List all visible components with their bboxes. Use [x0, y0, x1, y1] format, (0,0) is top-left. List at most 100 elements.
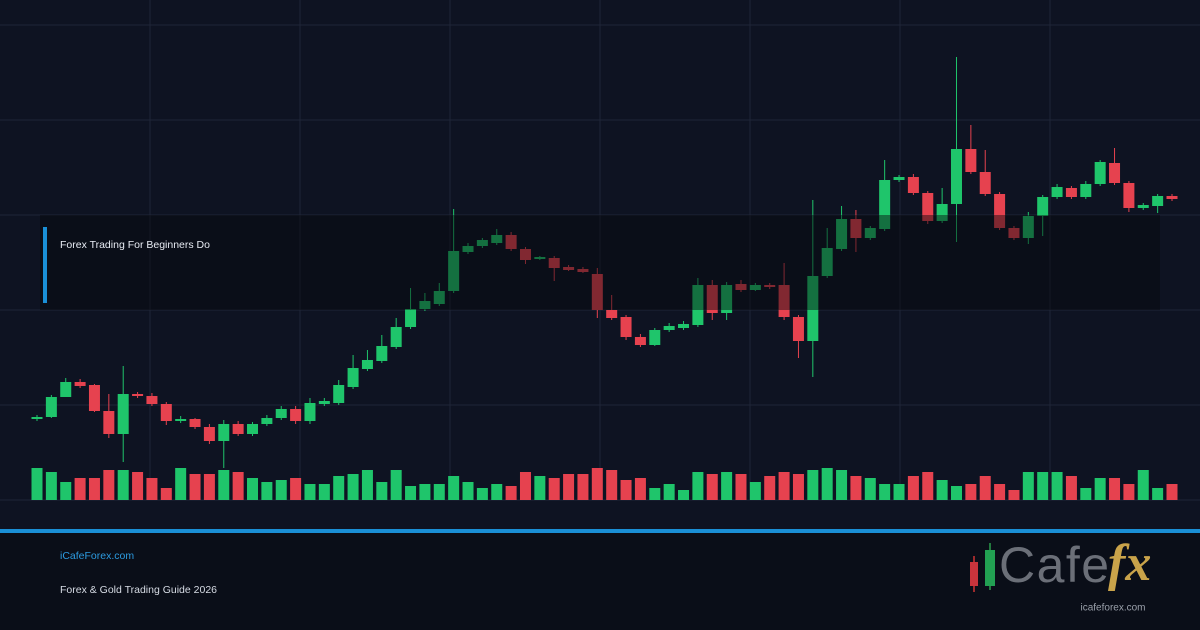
volume-bar [821, 468, 833, 500]
candle-body [519, 249, 531, 260]
overlay-title: Forex Trading For Beginners Do [60, 239, 210, 251]
volume-bar [160, 488, 172, 500]
candle-body [491, 235, 503, 243]
vertical-grid [149, 0, 1051, 500]
volume-bar [60, 482, 72, 500]
candle-body [376, 346, 388, 361]
candle-body [103, 411, 115, 434]
candle-body [563, 267, 575, 270]
logo-candle [970, 562, 978, 586]
candle-body [1051, 187, 1063, 197]
volume-bar [1037, 472, 1049, 500]
volume-bar [45, 472, 57, 500]
candle-body [462, 246, 474, 252]
volume-bar [117, 470, 129, 500]
volume-bar [749, 482, 761, 500]
volume-bar [706, 474, 718, 500]
volume-bar [649, 488, 661, 500]
volume-bar [1109, 478, 1121, 500]
volume-bar [692, 472, 704, 500]
candle-body [74, 382, 86, 386]
volume-bar [247, 478, 259, 500]
logo-word: Cafe [999, 537, 1109, 593]
volume-bar [620, 480, 632, 500]
candle-body [218, 424, 230, 441]
volume-bar [807, 470, 819, 500]
candle-body [117, 394, 129, 434]
volume-bar [591, 468, 603, 500]
candle-body [792, 317, 804, 341]
volume-bar [778, 472, 790, 500]
volume-bar [448, 476, 460, 500]
volume-bar [433, 484, 445, 500]
volume-bar [376, 482, 388, 500]
volume-bar [505, 486, 517, 500]
volume-bar [764, 476, 776, 500]
candle-body [405, 309, 417, 327]
candle-body [261, 418, 273, 424]
candle-body [764, 285, 776, 287]
footer-background [0, 530, 1200, 630]
volume-bar [189, 474, 201, 500]
candle-body [448, 251, 460, 291]
candle-body [979, 172, 991, 194]
candle-body [45, 397, 57, 417]
volume-bar [936, 480, 948, 500]
volume-bar [132, 472, 144, 500]
candle-body [333, 385, 345, 403]
candle-body [132, 394, 144, 396]
volume-bar [879, 484, 891, 500]
logo-accent: fx [1108, 535, 1151, 592]
candle-body [1152, 196, 1164, 206]
volume-bar [864, 478, 876, 500]
volume-bar [390, 470, 402, 500]
candle-body [247, 424, 259, 434]
volume-bar [678, 490, 690, 500]
volume-bar [836, 470, 848, 500]
volume-bar [965, 484, 977, 500]
candle-body [304, 403, 316, 421]
volume-bar [1008, 490, 1020, 500]
candle-body [146, 396, 158, 404]
candle-body [706, 285, 718, 313]
volume-bar [290, 478, 302, 500]
candle-body [1166, 196, 1178, 199]
candle-body [419, 301, 431, 309]
candle-body [505, 235, 517, 249]
candle-body [534, 257, 546, 259]
candle-body [591, 274, 603, 310]
candle-body [60, 382, 72, 397]
candle-body [347, 368, 359, 387]
divider [0, 529, 1200, 533]
candle-body [994, 194, 1006, 228]
footer-tagline: Forex & Gold Trading Guide 2026 [60, 584, 217, 596]
volume-bar [405, 486, 417, 500]
volume-bar [1094, 478, 1106, 500]
footer-site: iCafeForex.com [60, 550, 134, 562]
candle-body [1094, 162, 1106, 184]
candle-body [807, 276, 819, 341]
candle-body [721, 285, 733, 313]
volume-bar [922, 472, 934, 500]
volume-bar [663, 484, 675, 500]
volume-bar [304, 484, 316, 500]
volume-bar [1022, 472, 1034, 500]
volume-bar [1166, 484, 1178, 500]
candle-body [1137, 205, 1149, 208]
volume-bar [850, 476, 862, 500]
volume-bar [606, 470, 618, 500]
volume-bar [950, 486, 962, 500]
candle-body [232, 424, 244, 434]
candle-body [1080, 184, 1092, 197]
volume-bar [361, 470, 373, 500]
candle-body [606, 310, 618, 318]
candle-body [290, 409, 302, 421]
volume-bar [735, 474, 747, 500]
logo: Cafe fx icafeforex.com [970, 535, 1151, 614]
candle-body [663, 326, 675, 330]
volume-bar [907, 476, 919, 500]
candle-body [390, 327, 402, 347]
candle-body [850, 219, 862, 238]
volume-bar [318, 484, 330, 500]
